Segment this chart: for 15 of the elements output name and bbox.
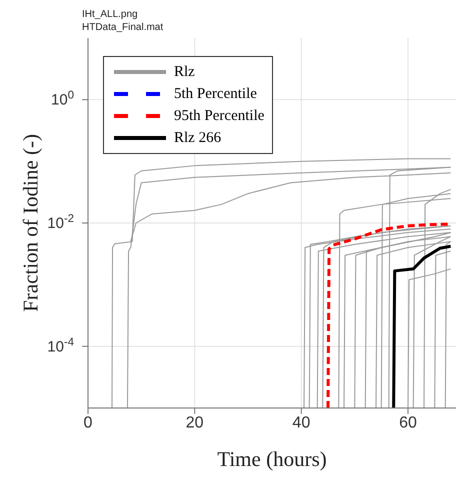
y-tick-label: 10$^{-4}$ [47,336,74,356]
x-tick-label: 20 [186,414,204,432]
legend-label: Rlz [174,64,195,80]
y-axis-title: Fraction of Iodine (-) [18,134,42,312]
chart-title: IHt_ALL.png [82,8,139,21]
legend-label: 95th Percentile [174,108,264,124]
x-tick-label: 60 [399,414,417,432]
y-tick-label: 10$^{0}$ [51,90,74,109]
chart-subtitle: HTData_Final.mat [82,21,164,34]
x-tick-label: 0 [84,414,93,432]
y-tick-label: 10$^{-2}$ [47,213,74,232]
legend-label: Rlz 266 [174,130,222,146]
x-tick-label: 40 [292,414,310,432]
x-axis-title: Time (hours) [217,447,327,471]
legend-label: 5th Percentile [174,86,257,102]
